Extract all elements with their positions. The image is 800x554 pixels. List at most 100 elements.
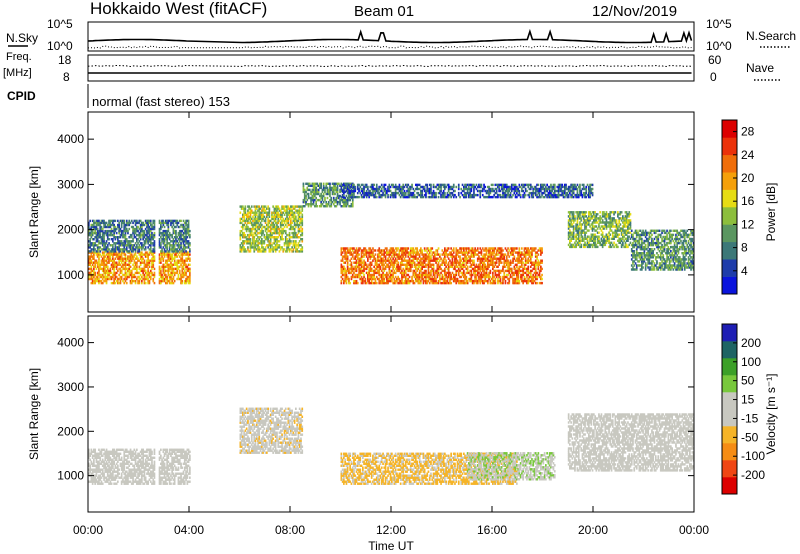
- heatmap-cell: [428, 253, 431, 256]
- heatmap-cell: [532, 273, 535, 277]
- heatmap-cell: [141, 251, 143, 254]
- heatmap-cell: [447, 257, 450, 260]
- heatmap-cell: [471, 273, 474, 277]
- heatmap-cell: [412, 187, 415, 191]
- heatmap-cell: [274, 231, 277, 235]
- heatmap-cell: [177, 238, 180, 241]
- heatmap-cell: [350, 275, 353, 279]
- heatmap-cell: [138, 259, 141, 262]
- heatmap-cell: [428, 275, 431, 279]
- heatmap-cell: [402, 263, 405, 266]
- heatmap-cell: [119, 281, 122, 285]
- heatmap-cell: [353, 187, 355, 191]
- heatmap-cell: [286, 209, 288, 212]
- heatmap-cell: [113, 277, 115, 281]
- heatmap-cell: [332, 182, 335, 185]
- heatmap-cell: [119, 229, 122, 233]
- heatmap-cell: [383, 255, 386, 258]
- heatmap-cell: [288, 227, 291, 231]
- heatmap-cell: [125, 263, 128, 266]
- heatmap-cell: [287, 219, 290, 223]
- heatmap-cell: [290, 219, 292, 223]
- heatmap-cell: [339, 194, 341, 198]
- heatmap-cell: [247, 225, 249, 229]
- heatmap-cell: [123, 277, 126, 281]
- heatmap-cell: [247, 215, 249, 218]
- heatmap-cell: [136, 265, 138, 268]
- heatmap-cell: [98, 251, 100, 254]
- heatmap-cell: [112, 238, 114, 241]
- heatmap-cell: [95, 240, 98, 243]
- heatmap-cell: [163, 229, 166, 233]
- heatmap-cell: [133, 259, 136, 262]
- heatmap-cell: [118, 231, 120, 235]
- heatmap-cell: [293, 236, 296, 239]
- heatmap-cell: [406, 247, 408, 250]
- heatmap-cell: [439, 191, 441, 195]
- heatmap-cell: [420, 281, 422, 285]
- heatmap-cell: [487, 261, 489, 264]
- heatmap-cell: [269, 223, 272, 227]
- heatmap-cell: [170, 255, 172, 258]
- heatmap-cell: [172, 231, 175, 235]
- heatmap-cell: [122, 244, 124, 247]
- heatmap-cell: [254, 205, 257, 208]
- heatmap-cell: [359, 247, 362, 250]
- heatmap-cell: [403, 279, 406, 283]
- heatmap-cell: [296, 233, 298, 237]
- heatmap-cell: [139, 225, 142, 229]
- heatmap-cell: [183, 261, 186, 264]
- heatmap-cell: [368, 263, 370, 266]
- heatmap-cell: [168, 242, 171, 245]
- heatmap-cell: [340, 253, 343, 256]
- heatmap-cell: [122, 250, 124, 253]
- heatmap-cell: [513, 271, 516, 275]
- heatmap-cell: [446, 263, 449, 266]
- heatmap-cell: [114, 250, 117, 253]
- heatmap-cell: [302, 186, 305, 190]
- heatmap-cell: [284, 229, 287, 233]
- heatmap-cell: [500, 247, 503, 250]
- heatmap-cell: [396, 191, 398, 195]
- heatmap-cell: [415, 187, 417, 191]
- heatmap-cell: [452, 263, 455, 266]
- heatmap-cell: [367, 259, 369, 262]
- heatmap-cell: [148, 281, 151, 285]
- heatmap-cell: [286, 250, 288, 253]
- heatmap-cell: [177, 261, 180, 264]
- heatmap-cell: [144, 263, 147, 266]
- heatmap-cell: [269, 225, 272, 229]
- heatmap-cell: [175, 225, 177, 229]
- heatmap-cell: [451, 261, 454, 264]
- heatmap-cell: [430, 187, 432, 191]
- heatmap-cell: [489, 251, 492, 254]
- heatmap-cell: [278, 209, 281, 212]
- heatmap-cell: [474, 275, 476, 279]
- heatmap-cell: [518, 267, 521, 271]
- heatmap-cell: [122, 263, 124, 266]
- heatmap-cell: [172, 267, 175, 271]
- heatmap-cell: [401, 269, 403, 273]
- heatmap-cell: [133, 265, 136, 268]
- heatmap-cell: [137, 259, 139, 262]
- heatmap-cell: [103, 244, 105, 247]
- heatmap-cell: [380, 279, 383, 283]
- heatmap-cell: [136, 269, 138, 273]
- heatmap-cell: [258, 238, 261, 241]
- heatmap-cell: [104, 273, 107, 277]
- heatmap-cell: [96, 219, 99, 223]
- heatmap-cell: [286, 244, 288, 247]
- heatmap-cell: [118, 267, 120, 271]
- heatmap-cell: [360, 277, 363, 281]
- heatmap-cell: [377, 191, 379, 195]
- heatmap-cell: [470, 253, 473, 256]
- heatmap-cell: [404, 255, 407, 258]
- heatmap-cell: [268, 225, 271, 229]
- heatmap-cell: [271, 236, 273, 239]
- heatmap-cell: [512, 247, 514, 250]
- heatmap-cell: [470, 247, 473, 250]
- heatmap-cell: [526, 261, 528, 264]
- heatmap-cell: [242, 242, 244, 245]
- heatmap-cell: [166, 223, 168, 227]
- heatmap-cell: [180, 273, 182, 277]
